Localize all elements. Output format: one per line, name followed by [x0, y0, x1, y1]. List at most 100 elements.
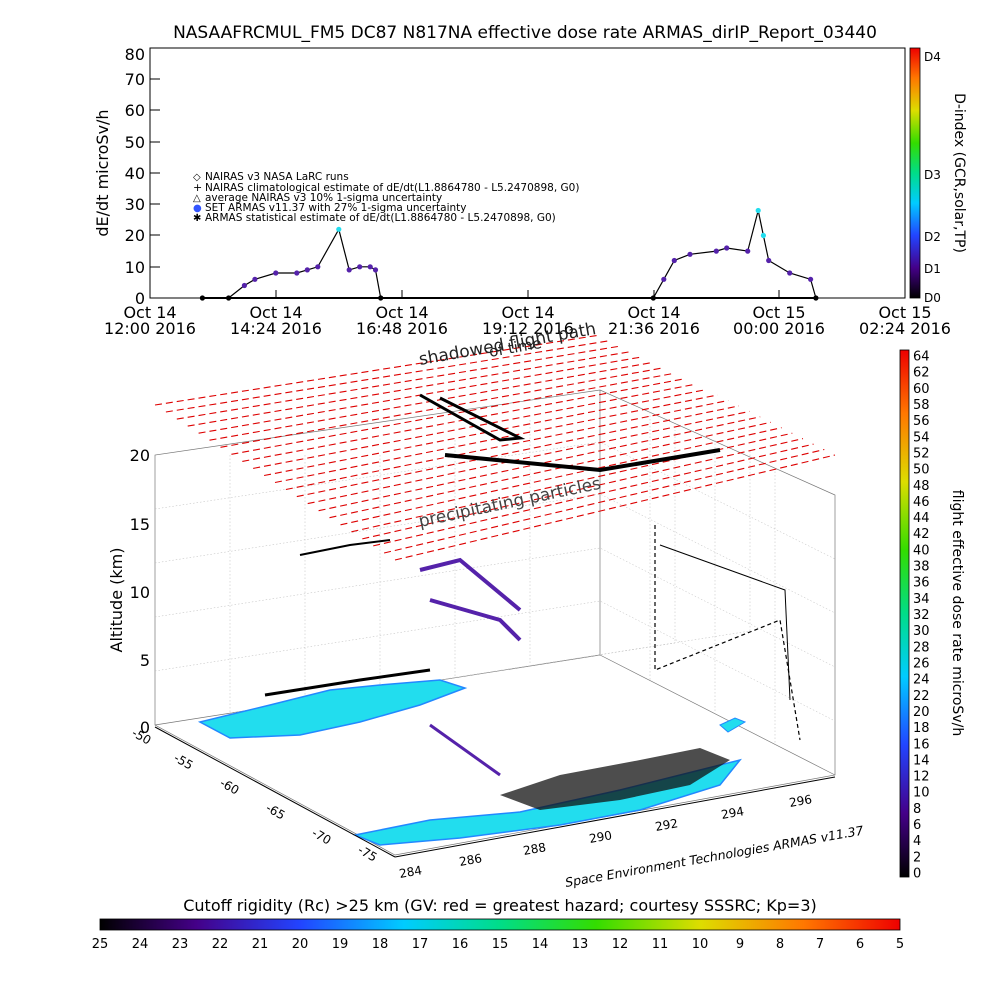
series-point — [724, 245, 730, 251]
top-y-tick-label: 60 — [125, 101, 145, 120]
d-index-axis-label: D-index (GCR,solar,TP) — [951, 93, 967, 253]
particle-row — [383, 448, 825, 554]
dose-rate-tick: 18 — [913, 721, 930, 736]
legend-symbol-plus: + — [193, 181, 202, 194]
legend-symbol-dot: ● — [193, 203, 202, 214]
top-x-tick-label-date: Oct 14 — [627, 303, 680, 322]
cutoff-tick: 10 — [692, 937, 709, 952]
particle-row — [340, 427, 782, 526]
series-point — [199, 295, 205, 301]
particle-row — [329, 421, 772, 519]
particle-row — [187, 350, 633, 427]
top-y-tick-label: 50 — [125, 133, 145, 152]
flight-track — [659, 544, 791, 701]
top-y-axis: 0 10 20 30 40 50 60 70 80 — [125, 45, 160, 308]
dose-rate-tick: 2 — [913, 850, 921, 865]
series-point — [367, 264, 373, 270]
altitude-tick: 15 — [130, 515, 150, 534]
series-point — [745, 248, 751, 254]
d-index-colorbar — [909, 47, 921, 299]
dose-rate-tick: 44 — [913, 511, 930, 526]
d-index-tick: D4 — [924, 50, 941, 64]
longitude-tick: 286 — [458, 851, 483, 869]
top-x-tick-label-date: Oct 14 — [249, 303, 302, 322]
dose-rate-tick: 30 — [913, 624, 930, 639]
top-x-tick-label-time: 21:36 2016 — [608, 319, 700, 338]
particle-row — [394, 454, 836, 561]
flight-track — [654, 525, 801, 741]
flight-track — [419, 557, 522, 612]
dose-rate-tick: 40 — [913, 543, 930, 558]
cutoff-tick: 12 — [612, 937, 629, 952]
legend-item: average NAIRAS v3 10% 1-sigma uncertaint… — [205, 192, 442, 204]
cutoff-tick: 6 — [856, 937, 864, 952]
series-point — [357, 264, 363, 270]
dose-cluster — [500, 748, 730, 810]
top-x-tick-label-time: 12:00 2016 — [104, 319, 196, 338]
dose-rate-tick: 52 — [913, 446, 930, 461]
dose-rate-tick: 22 — [913, 689, 930, 704]
cutoff-tick: 24 — [132, 937, 149, 952]
legend-item: ARMAS statistical estimate of dE/dt(L1.8… — [205, 212, 556, 224]
particle-row — [307, 410, 750, 505]
top-x-tick-label-time: 16:48 2016 — [356, 319, 448, 338]
legend-symbol-triangle: △ — [193, 193, 201, 204]
latitude-tick: -65 — [264, 801, 288, 823]
cutoff-tick: 8 — [776, 937, 784, 952]
altitude-axis-label: Altitude (km) — [107, 548, 126, 653]
top-y-tick-label: 0 — [135, 289, 145, 308]
dose-rate-tick: 14 — [913, 753, 930, 768]
dose-rate-tick: 50 — [913, 463, 930, 478]
d-index-tick: D2 — [924, 230, 941, 244]
top-y-axis-label: dE/dt microSv/h — [93, 109, 112, 236]
legend-symbol-asterisk: ✱ — [193, 213, 201, 224]
particle-row — [165, 339, 611, 413]
altitude-axis: 0 5 10 15 20 — [130, 446, 150, 737]
altitude-tick: 5 — [140, 651, 150, 670]
series-point — [760, 232, 767, 239]
cutoff-tick: 20 — [292, 937, 309, 952]
flight-track — [429, 723, 501, 777]
flight-track — [429, 598, 522, 642]
flight-track — [264, 668, 431, 697]
top-y-tick-label: 20 — [125, 226, 145, 245]
series-point — [241, 282, 247, 289]
dose-rate-tick: 10 — [913, 786, 930, 801]
top-series-group — [199, 207, 819, 301]
dose-rate-tick: 34 — [913, 592, 930, 607]
particle-row — [373, 443, 814, 547]
3d-grid — [154, 412, 836, 745]
flight-track — [419, 393, 526, 442]
dose-rate-tick: 20 — [913, 705, 930, 720]
cutoff-tick: 7 — [816, 937, 824, 952]
cutoff-tick: 19 — [332, 937, 349, 952]
longitude-tick: 290 — [588, 828, 613, 846]
series-point — [787, 270, 793, 276]
dose-rate-tick: 56 — [913, 414, 930, 429]
dose-rate-colorbar — [899, 349, 910, 878]
cutoff-tick: 13 — [572, 937, 589, 952]
top-x-tick-label-date: Oct 14 — [501, 303, 554, 322]
altitude-tick: 0 — [140, 718, 150, 737]
cutoff-tick: 25 — [92, 937, 109, 952]
cutoff-tick: 9 — [736, 937, 744, 952]
precipitating-particles-plane — [154, 334, 836, 561]
top-y-tick-label: 80 — [125, 45, 145, 64]
series-point — [661, 276, 667, 282]
legend-item: NAIRAS v3 NASA LaRC runs — [205, 171, 349, 183]
dose-rate-tick: 64 — [913, 350, 930, 365]
particle-row — [362, 438, 804, 540]
dose-rate-tick: 58 — [913, 398, 930, 413]
longitude-tick: 288 — [522, 840, 547, 858]
series-point — [808, 276, 814, 282]
cutoff-tick: 14 — [532, 937, 549, 952]
legend-item: SET ARMAS v11.37 with 27% 1-sigma uncert… — [205, 202, 467, 214]
cutoff-rigidity-colorbar — [99, 918, 901, 931]
longitude-tick: 292 — [654, 816, 679, 834]
dose-rate-tick: 36 — [913, 576, 930, 591]
series-point — [252, 276, 258, 282]
cutoff-tick: 11 — [652, 937, 669, 952]
cutoff-tick: 15 — [492, 937, 509, 952]
latitude-tick: -70 — [310, 826, 334, 848]
